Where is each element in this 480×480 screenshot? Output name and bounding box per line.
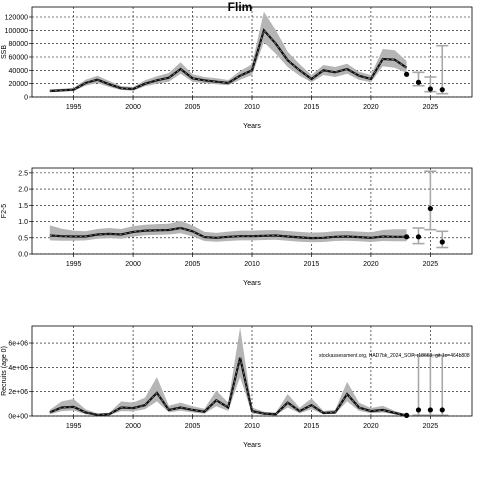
projection-point [403, 412, 410, 418]
y-tick-label: 20000 [9, 81, 29, 88]
y-tick-label: 4e+06 [8, 365, 28, 372]
projection-point [439, 239, 445, 245]
projection-point [403, 234, 410, 240]
y-tick-label: 100000 [5, 28, 28, 35]
estimate-line-dash [49, 357, 407, 416]
x-tick-label: 1995 [66, 423, 82, 430]
x-tick-label: 2020 [363, 104, 379, 111]
y-tick-label: 2.5 [18, 170, 28, 177]
x-tick-label: 2010 [244, 423, 260, 430]
x-axis-label: Years [243, 280, 261, 287]
estimate-line-dash [49, 227, 407, 239]
x-tick-label: 2000 [125, 104, 141, 111]
x-tick-label: 2005 [185, 104, 201, 111]
x-tick-label: 2010 [244, 261, 260, 268]
y-tick-label: 6e+06 [8, 341, 28, 348]
x-tick-label: 2020 [363, 423, 379, 430]
y-tick-label: 2.0 [18, 187, 28, 194]
projection-point [439, 87, 445, 93]
x-tick-label: 2015 [304, 261, 320, 268]
x-tick-label: 2015 [304, 104, 320, 111]
y-tick-label: 2e+06 [8, 389, 28, 396]
x-tick-label: 2020 [363, 261, 379, 268]
x-tick-label: 2025 [423, 261, 439, 268]
projection-point [439, 407, 445, 413]
y-tick-label: 1.5 [18, 203, 28, 210]
y-tick-label: 1.0 [18, 219, 28, 226]
x-axis-label: Years [243, 442, 261, 449]
y-tick-label: 0 [24, 95, 28, 102]
projection-point [403, 71, 410, 77]
y-tick-label: 40000 [9, 68, 29, 75]
confidence-band [49, 220, 407, 243]
x-tick-label: 2025 [423, 104, 439, 111]
y-tick-label: 0.5 [18, 235, 28, 242]
y-tick-label: 60000 [9, 55, 29, 62]
estimate-line-dash [49, 29, 407, 92]
x-tick-label: 2010 [244, 104, 260, 111]
projection-point [415, 407, 422, 413]
fishing-mortality-panel: 1995 2000 2005 2010 2015 2020 2025 0.0 0.5 1.0 1.5… [1, 167, 473, 287]
y-tick-label: 0e+00 [8, 414, 28, 421]
confidence-band [49, 11, 407, 93]
x-tick-label: 2005 [185, 423, 201, 430]
x-tick-label: 2000 [125, 261, 141, 268]
x-tick-label: 2015 [304, 423, 320, 430]
y-tick-label: 80000 [9, 41, 29, 48]
y-tick-label: 0.0 [18, 252, 28, 259]
projection-point [427, 407, 433, 413]
recruitment-panel: 1995 2000 2005 2010 2015 2020 2025 0e+00 2e+06 4e… [1, 325, 473, 449]
x-tick-label: 1995 [66, 104, 82, 111]
x-tick-label: 2025 [423, 423, 439, 430]
x-tick-label: 2005 [185, 261, 201, 268]
projection-point [415, 234, 422, 240]
projection-point [427, 205, 433, 212]
ssb-panel: 1995 2000 2005 2010 2015 2020 2025 0 20000 40000 6… [1, 6, 473, 130]
y-axis-label: Recruits (age 0) [1, 346, 8, 396]
confidence-band [49, 327, 407, 416]
y-axis-label: SSB [1, 45, 8, 59]
projection-point [427, 86, 433, 92]
x-tick-label: 2000 [125, 423, 141, 430]
y-axis-label: F2-5 [1, 204, 8, 219]
y-tick-label: 120000 [5, 15, 28, 22]
x-axis-label: Years [243, 123, 261, 130]
watermark-text: stockassessment.org, HAD7bk_2024_SOP, r1… [319, 353, 470, 359]
x-tick-label: 1995 [66, 261, 82, 268]
projection-point [415, 79, 422, 85]
